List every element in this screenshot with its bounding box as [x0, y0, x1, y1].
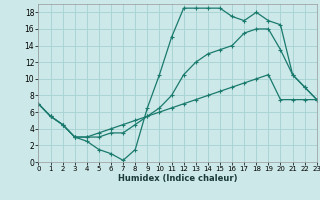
X-axis label: Humidex (Indice chaleur): Humidex (Indice chaleur): [118, 174, 237, 183]
